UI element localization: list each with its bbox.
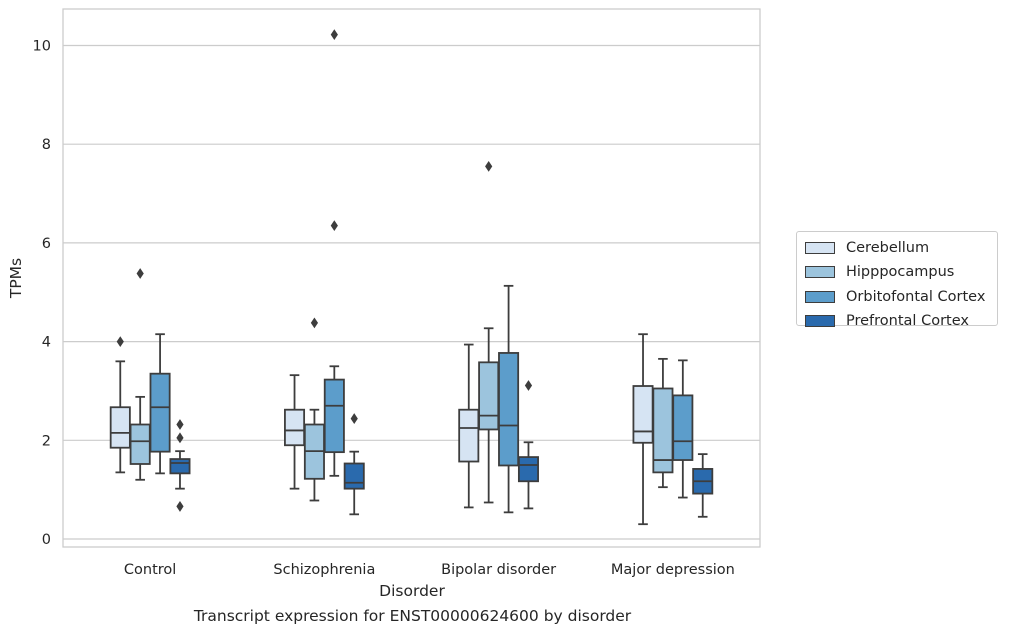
legend-swatch-hippocampus [805,266,835,279]
box-2-0 [458,343,480,509]
x-tick-label: Schizophrenia [273,562,375,578]
box-body [458,408,480,463]
box-body [498,352,520,467]
legend: Cerebellum Hipppocampus Orbitofontal Cor… [796,231,998,329]
outlier-point [176,501,184,512]
box-1-2 [323,29,345,477]
x-tick-label: Major depression [611,562,735,578]
box-body [672,394,694,461]
box-body [149,372,171,453]
box-0-2 [149,333,171,475]
y-tick-label: 4 [42,335,51,351]
y-axis-label: TPMs [7,258,25,299]
y-tick-label: 6 [42,236,51,252]
legend-swatch-orbitofrontal [805,290,835,303]
outlier-point [485,161,493,172]
x-tick-label: Bipolar disorder [441,562,556,578]
box-1-0 [284,374,306,490]
outlier-point [350,413,358,424]
box-0-1 [129,268,151,481]
legend-label-prefrontal: Prefrontal Cortex [846,313,969,330]
box-3-0 [632,333,654,526]
box-3-1 [652,357,674,489]
legend-swatch-prefrontal [805,315,835,328]
box-body [478,361,500,431]
box-1-1 [303,317,325,502]
box-0-3 [169,419,191,512]
box-2-2 [498,284,520,514]
box-body [284,408,306,447]
legend-label-hippocampus: Hipppocampus [846,264,955,281]
y-tick-label: 2 [42,433,51,449]
box-plots [109,29,714,526]
x-axis-label: Disorder [379,582,445,600]
box-body [129,423,151,465]
box-2-1 [478,161,500,504]
box-body [109,406,131,449]
outlier-point [116,336,124,347]
outlier-point [330,29,338,41]
box-2-3 [517,380,539,510]
box-0-0 [109,336,131,474]
outlier-point [524,380,533,391]
box-3-3 [692,453,714,518]
box-body [343,462,365,490]
box-1-3 [343,413,365,516]
figure-caption: Transcript expression for ENST0000062460… [193,607,632,625]
legend-label-orbitofrontal: Orbitofontal Cortex [846,288,986,305]
legend-item-orbitofrontal: Orbitofontal Cortex [805,285,997,309]
legend-swatch-cerebellum [805,242,835,255]
y-tick-label: 0 [42,532,51,548]
y-tick-labels: 0 2 4 6 8 10 [33,39,51,549]
legend-label-cerebellum: Cerebellum [846,240,930,257]
outlier-point [176,419,184,430]
legend-item-prefrontal: Prefrontal Cortex [805,309,997,333]
x-tick-label: Control [124,562,176,578]
box-3-2 [672,359,694,499]
plot-frame [62,8,761,548]
y-tick-label: 8 [42,137,51,153]
outlier-point [176,432,184,444]
box-body [323,378,345,454]
x-tick-labels: Control Schizophrenia Bipolar disorder Majo… [124,562,735,578]
outlier-point [330,220,338,232]
legend-item-hippocampus: Hipppocampus [805,260,997,284]
outlier-point [136,268,144,279]
y-tick-label: 10 [33,39,51,55]
box-body [169,458,191,475]
box-body [517,456,539,483]
legend-item-cerebellum: Cerebellum [805,236,997,260]
box-body [632,385,654,444]
outlier-point [310,317,319,329]
